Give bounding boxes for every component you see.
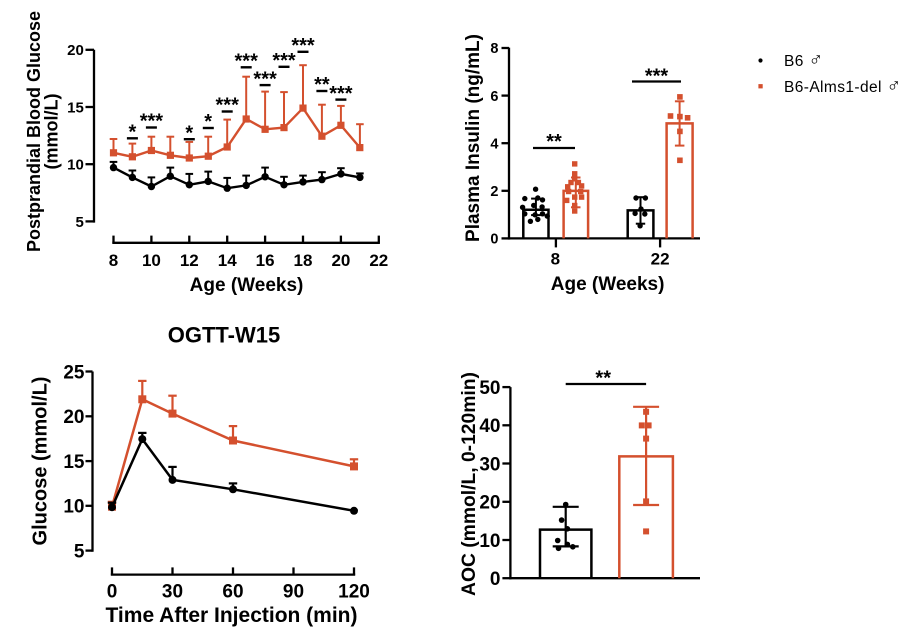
svg-text:90: 90: [283, 582, 304, 603]
svg-text:***: ***: [272, 50, 296, 72]
svg-text:2: 2: [490, 184, 498, 200]
svg-text:***: ***: [645, 66, 669, 88]
svg-text:14: 14: [218, 251, 237, 270]
svg-text:20: 20: [67, 42, 84, 59]
svg-text:4: 4: [490, 136, 498, 152]
svg-text:B6 ♂: B6 ♂: [784, 49, 824, 71]
svg-text:22: 22: [369, 251, 388, 270]
svg-text:5: 5: [75, 214, 83, 231]
svg-text:10: 10: [67, 157, 84, 174]
svg-text:15: 15: [63, 452, 85, 473]
svg-text:***: ***: [216, 95, 240, 117]
svg-text:20: 20: [479, 493, 500, 514]
svg-text:*: *: [129, 122, 137, 144]
svg-text:***: ***: [291, 35, 315, 57]
svg-text:10: 10: [479, 531, 500, 552]
svg-text:**: **: [314, 74, 330, 96]
svg-text:40: 40: [479, 416, 500, 437]
svg-text:Time After Injection (min): Time After Injection (min): [105, 604, 357, 627]
svg-text:Age (Weeks): Age (Weeks): [190, 275, 304, 296]
svg-text:12: 12: [180, 251, 199, 270]
svg-text:*: *: [185, 122, 193, 144]
svg-text:**: **: [546, 131, 562, 153]
svg-text:B6-Alms1-del ♂: B6-Alms1-del ♂: [784, 75, 902, 97]
svg-text:*: *: [204, 111, 212, 133]
svg-text:30: 30: [479, 454, 500, 475]
svg-text:20: 20: [63, 407, 84, 428]
svg-text:OGTT-W15: OGTT-W15: [168, 323, 280, 348]
svg-text:(mmol/L): (mmol/L): [42, 94, 62, 170]
svg-text:50: 50: [479, 378, 500, 399]
svg-text:60: 60: [222, 582, 243, 603]
svg-text:15: 15: [67, 99, 84, 116]
svg-text:18: 18: [294, 251, 313, 270]
svg-text:16: 16: [256, 251, 275, 270]
svg-text:8: 8: [490, 41, 498, 57]
svg-text:6: 6: [490, 89, 498, 105]
svg-text:Plasma Insulin (ng/mL): Plasma Insulin (ng/mL): [463, 34, 484, 242]
svg-text:***: ***: [329, 83, 353, 105]
svg-text:10: 10: [63, 497, 84, 518]
svg-text:8: 8: [109, 251, 118, 270]
svg-text:0: 0: [490, 232, 498, 248]
svg-text:0: 0: [107, 582, 118, 603]
svg-text:***: ***: [235, 51, 259, 73]
svg-text:8: 8: [551, 250, 560, 269]
svg-text:20: 20: [331, 251, 350, 270]
svg-text:Age (Weeks): Age (Weeks): [551, 274, 665, 295]
svg-text:Postprandial Blood Glucose: Postprandial Blood Glucose: [24, 11, 44, 252]
svg-text:0: 0: [490, 569, 501, 590]
svg-text:***: ***: [140, 111, 164, 133]
svg-text:10: 10: [142, 251, 161, 270]
svg-text:Glucose (mmol/L): Glucose (mmol/L): [30, 377, 52, 546]
svg-text:25: 25: [63, 362, 85, 383]
svg-text:120: 120: [338, 582, 370, 603]
svg-text:***: ***: [253, 68, 277, 90]
svg-text:**: **: [595, 367, 611, 389]
svg-text:22: 22: [651, 250, 670, 269]
svg-text:5: 5: [74, 541, 85, 562]
svg-text:AOC (mmol/L, 0-120min): AOC (mmol/L, 0-120min): [459, 372, 480, 596]
svg-text:30: 30: [162, 582, 183, 603]
